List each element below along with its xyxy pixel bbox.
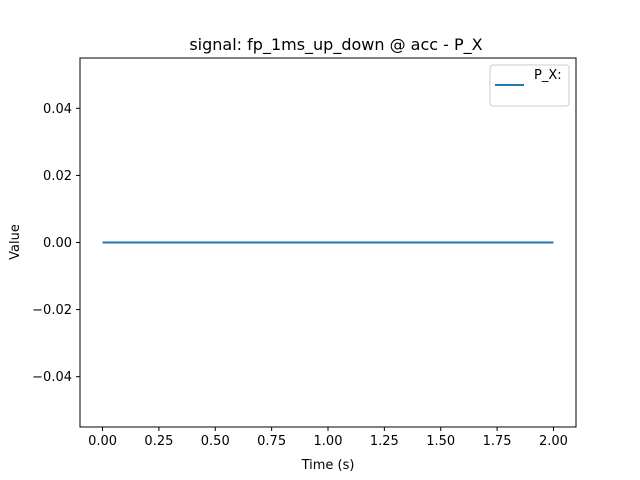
x-tick-label: 1.75 — [483, 434, 512, 449]
y-tick-label: −0.04 — [32, 370, 72, 385]
chart-title: signal: fp_1ms_up_down @ acc - P_X — [189, 35, 482, 55]
legend: P_X: — [489, 64, 570, 107]
legend-label: P_X: — [534, 68, 562, 83]
legend-box — [489, 64, 570, 107]
x-tick-label: 2.00 — [539, 434, 568, 449]
x-tick-label: 1.00 — [314, 434, 343, 449]
y-tick-label: −0.02 — [32, 303, 72, 318]
y-axis-label: Value — [8, 224, 23, 260]
x-tick-label: 1.25 — [370, 434, 399, 449]
y-tick-label: 0.04 — [43, 102, 72, 117]
x-tick-label: 0.25 — [144, 434, 173, 449]
x-tick-label: 0.00 — [88, 434, 117, 449]
x-axis-label: Time (s) — [301, 458, 355, 473]
y-axis-ticks: −0.04 −0.02 0.00 0.02 0.04 — [32, 102, 80, 385]
x-tick-label: 0.50 — [201, 434, 230, 449]
x-tick-label: 0.75 — [257, 434, 286, 449]
y-tick-label: 0.02 — [43, 169, 72, 184]
x-tick-label: 1.50 — [426, 434, 455, 449]
x-axis-ticks: 0.00 0.25 0.50 0.75 1.00 1.25 1.50 1.75 2.00 — [88, 427, 568, 449]
y-tick-label: 0.00 — [43, 236, 72, 251]
